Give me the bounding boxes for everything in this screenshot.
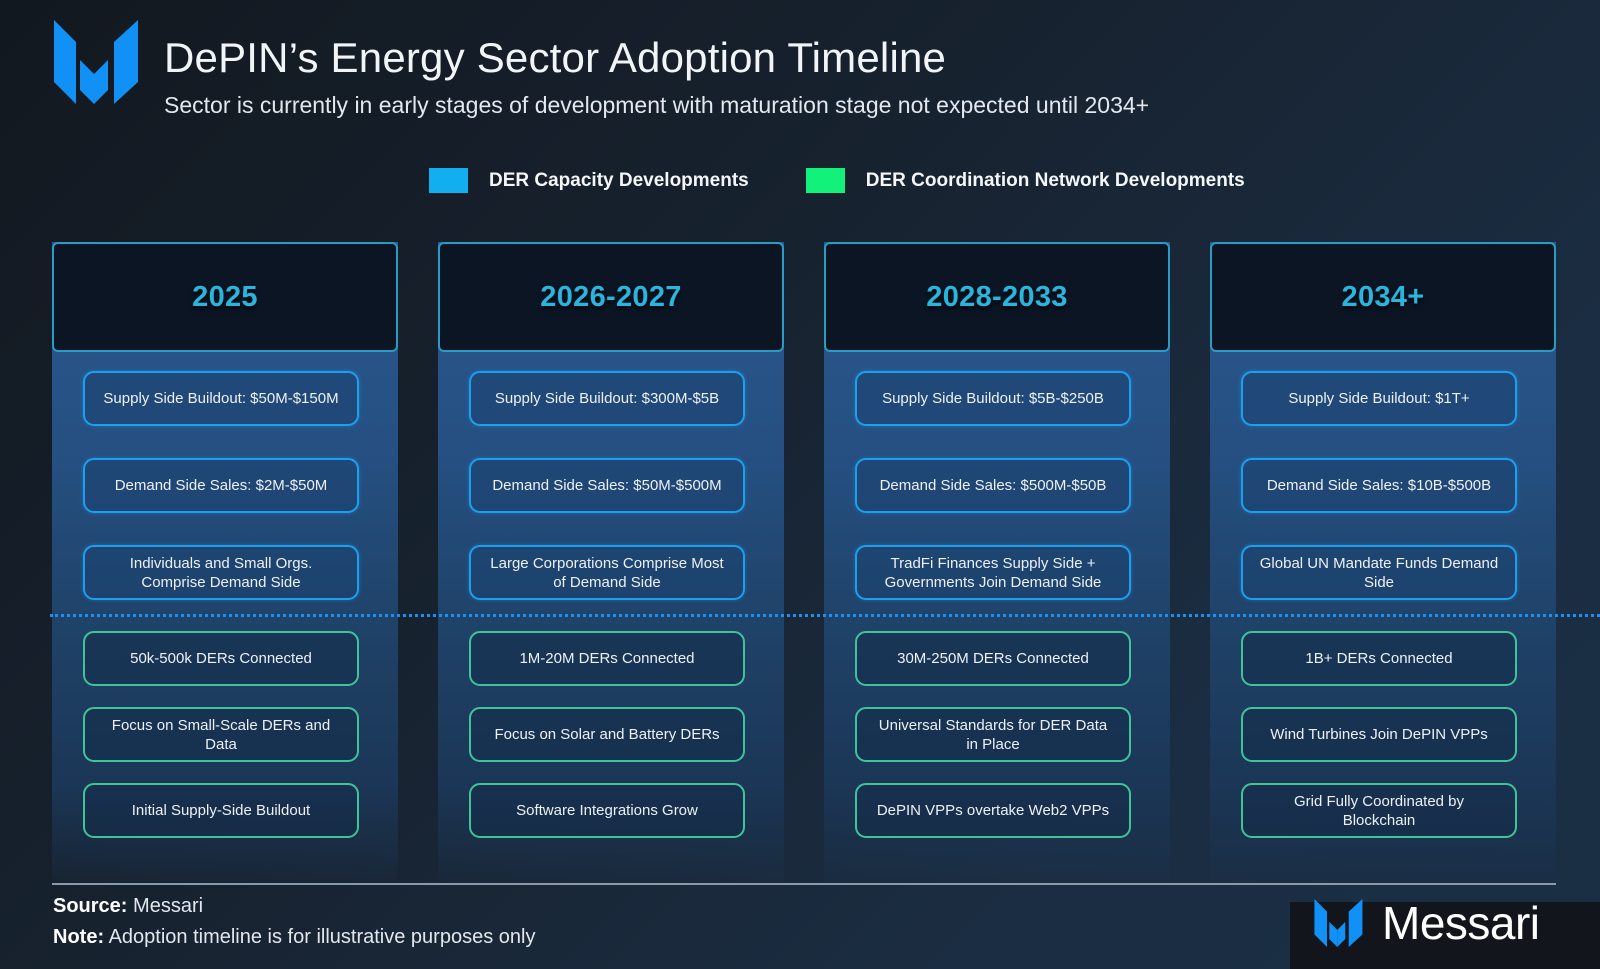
period-label: 2028-2033	[926, 280, 1068, 313]
coordination-card: Grid Fully Coordinated by Blockchain	[1241, 783, 1517, 838]
period-label: 2025	[192, 280, 258, 313]
period-header: 2026-2027	[438, 242, 784, 352]
coordination-card: 50k-500k DERs Connected	[83, 631, 359, 686]
capacity-card: TradFi Finances Supply Side + Government…	[855, 545, 1131, 600]
timeline-column-2026-2027: 2026-2027 Supply Side Buildout: $300M-$5…	[438, 242, 784, 882]
capacity-card: Supply Side Buildout: $1T+	[1241, 371, 1517, 426]
capacity-card: Demand Side Sales: $2M-$50M	[83, 458, 359, 513]
legend-label: DER Coordination Network Developments	[865, 169, 1245, 191]
period-header: 2025	[52, 242, 398, 352]
capacity-card: Supply Side Buildout: $5B-$250B	[855, 371, 1131, 426]
brand-logo: Messari	[1314, 896, 1540, 950]
source-label: Source:	[53, 895, 128, 917]
capacity-card: Supply Side Buildout: $300M-$5B	[469, 371, 745, 426]
capacity-card: Demand Side Sales: $50M-$500M	[469, 458, 745, 513]
capacity-card: Demand Side Sales: $10B-$500B	[1241, 458, 1517, 513]
note-line: Note: Adoption timeline is for illustrat…	[53, 926, 535, 949]
period-header: 2028-2033	[824, 242, 1170, 352]
capacity-card: Global UN Mandate Funds Demand Side	[1241, 545, 1517, 600]
coordination-card: 30M-250M DERs Connected	[855, 631, 1131, 686]
coordination-card: 1B+ DERs Connected	[1241, 631, 1517, 686]
timeline-column-2025: 2025 Supply Side Buildout: $50M-$150M De…	[52, 242, 398, 882]
timeline-column-2034-plus: 2034+ Supply Side Buildout: $1T+ Demand …	[1210, 242, 1556, 882]
period-label: 2034+	[1341, 280, 1425, 313]
legend-label: DER Capacity Developments	[489, 169, 749, 191]
coordination-swatch-icon	[805, 168, 845, 193]
legend-item-coordination: DER Coordination Network Developments	[805, 168, 1245, 193]
coordination-card: 1M-20M DERs Connected	[469, 631, 745, 686]
coordination-card: Focus on Solar and Battery DERs	[469, 707, 745, 762]
capacity-card: Large Corporations Comprise Most of Dema…	[469, 545, 745, 600]
coordination-card: Initial Supply-Side Buildout	[83, 783, 359, 838]
capacity-card: Individuals and Small Orgs. Comprise Dem…	[83, 545, 359, 600]
coordination-card: Software Integrations Grow	[469, 783, 745, 838]
coordination-card: Focus on Small-Scale DERs and Data	[83, 707, 359, 762]
legend-item-capacity: DER Capacity Developments	[429, 168, 749, 193]
source-value: Messari	[133, 895, 204, 917]
note-label: Note:	[53, 926, 105, 948]
period-label: 2026-2027	[540, 280, 682, 313]
messari-logo-icon	[1314, 899, 1363, 947]
coordination-card: Universal Standards for DER Data in Plac…	[855, 707, 1131, 762]
capacity-card: Demand Side Sales: $500M-$50B	[855, 458, 1131, 513]
page-subtitle: Sector is currently in early stages of d…	[164, 92, 1150, 118]
timeline-column-2028-2033: 2028-2033 Supply Side Buildout: $5B-$250…	[824, 242, 1170, 882]
messari-logo-icon	[54, 20, 138, 104]
capacity-swatch-icon	[429, 168, 468, 193]
category-divider	[50, 614, 1600, 617]
coordination-card: Wind Turbines Join DePIN VPPs	[1241, 707, 1517, 762]
page-title: DePIN’s Energy Sector Adoption Timeline	[164, 34, 947, 81]
legend: DER Capacity Developments DER Coordinati…	[429, 168, 1302, 193]
brand-name: Messari	[1382, 897, 1540, 949]
period-header: 2034+	[1210, 242, 1556, 352]
capacity-card: Supply Side Buildout: $50M-$150M	[83, 371, 359, 426]
footer-divider	[52, 883, 1556, 885]
source-line: Source: Messari	[53, 895, 203, 918]
coordination-card: DePIN VPPs overtake Web2 VPPs	[855, 783, 1131, 838]
note-value: Adoption timeline is for illustrative pu…	[108, 926, 536, 948]
